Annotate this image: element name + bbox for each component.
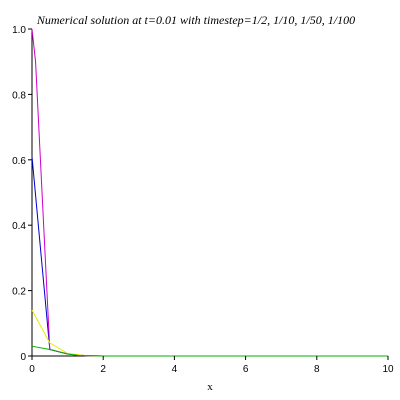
x-tick-label: 2 [100, 364, 106, 375]
x-tick-label: 8 [314, 364, 320, 375]
x-axis-label: x [207, 381, 213, 393]
y-tick-label: 0.8 [12, 90, 26, 101]
x-tick-label: 6 [243, 364, 249, 375]
x-tick-label: 4 [172, 364, 178, 375]
y-tick-label: 0.6 [12, 156, 26, 167]
y-tick-label: 0 [20, 352, 26, 363]
ticks-layer: 0 2 4 6 8 10 0 0.2 0.4 0.6 0.8 1.0 [12, 25, 394, 375]
series-line-2 [31, 28, 388, 357]
chart-title: Numerical solution at t=0.01 with timest… [36, 13, 355, 27]
x-tick-label: 0 [29, 364, 35, 375]
y-tick-label: 0.2 [12, 287, 26, 298]
series-line-1 [31, 156, 388, 357]
y-tick-label: 1.0 [12, 25, 26, 36]
series-layer [31, 28, 388, 357]
series-line-4 [31, 345, 388, 357]
x-tick-label: 10 [382, 364, 394, 375]
y-tick-label: 0.4 [12, 221, 26, 232]
series-line-3 [31, 309, 388, 357]
